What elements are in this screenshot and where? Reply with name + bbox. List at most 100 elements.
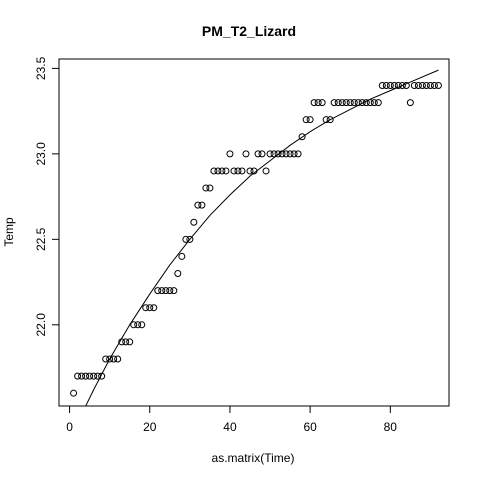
data-point — [262, 167, 270, 175]
data-point — [398, 82, 406, 89]
data-point — [422, 82, 430, 89]
data-point — [110, 355, 118, 363]
data-point — [306, 116, 314, 124]
data-point — [154, 287, 162, 295]
data-point — [90, 372, 98, 380]
data-point — [130, 321, 138, 329]
data-point — [394, 82, 402, 89]
data-point — [198, 201, 206, 209]
data-point — [426, 82, 434, 89]
fitted-curve-layer — [85, 69, 439, 406]
data-point — [366, 99, 374, 107]
data-point — [166, 287, 174, 295]
x-tick-label: 60 — [303, 420, 317, 434]
data-point — [238, 167, 246, 175]
data-point — [278, 150, 286, 158]
x-tick-label: 0 — [66, 420, 73, 434]
data-point — [330, 99, 338, 107]
data-point — [294, 150, 302, 158]
data-point — [170, 287, 178, 295]
data-point — [346, 99, 354, 107]
data-point — [378, 82, 386, 89]
data-point — [402, 82, 410, 89]
data-point — [158, 287, 166, 295]
data-point — [318, 99, 326, 107]
data-point — [70, 389, 78, 397]
x-axis: 0 20 40 60 80 — [66, 405, 398, 434]
data-point — [98, 372, 106, 380]
data-point — [162, 287, 170, 295]
data-point — [134, 321, 142, 329]
data-point — [370, 99, 378, 107]
y-axis-label: Temp — [2, 217, 16, 247]
data-point — [226, 150, 234, 158]
chart-title: PM_T2_Lizard — [202, 23, 296, 39]
data-point — [282, 150, 290, 158]
data-point — [390, 82, 398, 89]
data-point — [182, 235, 190, 243]
data-point — [202, 184, 210, 192]
data-point — [338, 99, 346, 107]
data-point — [414, 82, 422, 89]
data-point — [430, 82, 438, 89]
data-point — [310, 99, 318, 107]
y-tick-label: 23.5 — [34, 56, 48, 80]
data-points-layer — [70, 82, 442, 397]
data-point — [190, 218, 198, 226]
data-point — [254, 150, 262, 158]
y-axis: 22.0 22.5 23.0 23.5 — [34, 56, 60, 337]
data-point — [146, 304, 154, 312]
data-point — [270, 150, 278, 158]
data-point — [314, 99, 322, 107]
data-point — [342, 99, 350, 107]
data-point — [234, 167, 242, 175]
data-point — [434, 82, 442, 89]
x-tick-label: 80 — [384, 420, 398, 434]
data-point — [302, 116, 310, 124]
data-point — [106, 355, 114, 363]
x-tick-label: 40 — [223, 420, 237, 434]
data-point — [186, 235, 194, 243]
y-tick-label: 23.0 — [34, 142, 48, 166]
data-point — [286, 150, 294, 158]
data-point — [138, 321, 146, 329]
data-point — [142, 304, 150, 312]
data-point — [102, 355, 110, 363]
data-point — [266, 150, 274, 158]
data-point — [78, 372, 86, 380]
data-point — [274, 150, 282, 158]
data-point — [194, 201, 202, 209]
data-point — [410, 82, 418, 89]
data-point — [150, 304, 158, 312]
data-point — [94, 372, 102, 380]
data-point — [382, 82, 390, 89]
data-point — [214, 167, 222, 175]
data-point — [374, 99, 382, 107]
x-tick-label: 20 — [143, 420, 157, 434]
y-tick-label: 22.0 — [34, 313, 48, 337]
data-point — [74, 372, 82, 380]
data-point — [326, 116, 334, 124]
data-point — [126, 338, 134, 346]
data-point — [218, 167, 226, 175]
fitted-curve-line — [85, 69, 439, 406]
data-point — [206, 184, 214, 192]
data-point — [406, 99, 414, 107]
x-axis-label: as.matrix(Time) — [212, 451, 295, 465]
data-point — [122, 338, 130, 346]
plot-box — [58, 58, 450, 407]
data-point — [174, 270, 182, 278]
data-point — [290, 150, 298, 158]
data-point — [118, 338, 126, 346]
data-point — [246, 167, 254, 175]
data-point — [334, 99, 342, 107]
data-point — [222, 167, 230, 175]
data-point — [114, 355, 122, 363]
data-point — [362, 99, 370, 107]
y-tick-label: 22.5 — [34, 227, 48, 251]
data-point — [82, 372, 90, 380]
data-point — [322, 116, 330, 124]
data-point — [350, 99, 358, 107]
data-point — [230, 167, 238, 175]
